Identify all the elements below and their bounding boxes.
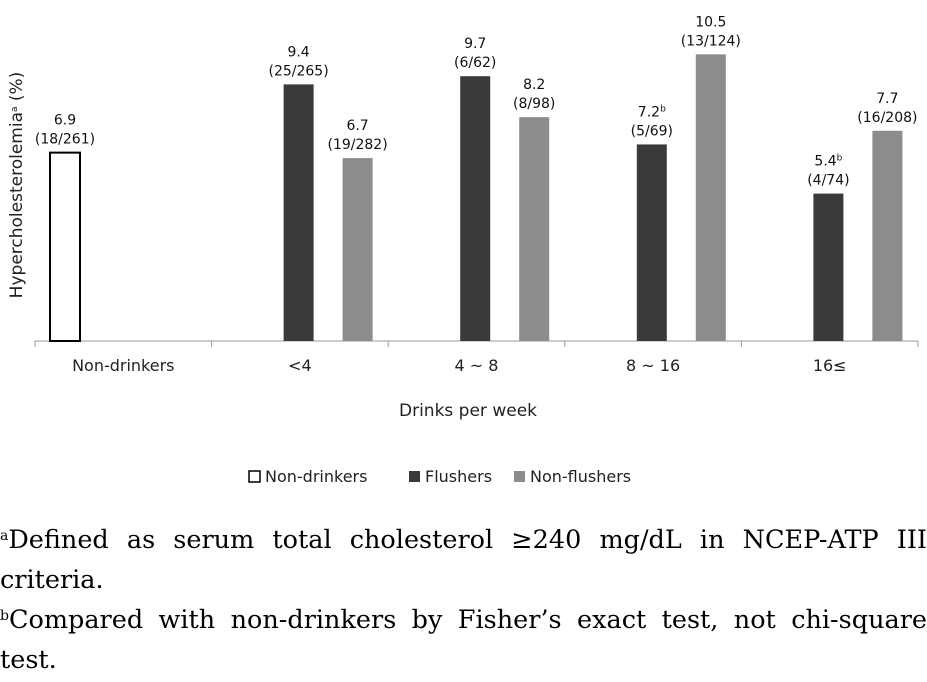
data-label: 5.4b [814, 154, 842, 170]
data-label: 9.7 [464, 36, 486, 52]
bar [49, 151, 81, 342]
footnote-a: aDefined as serum total cholesterol ≥240… [0, 520, 927, 600]
bar [813, 193, 844, 341]
bar [519, 117, 550, 341]
bar [460, 76, 491, 341]
data-label: 9.4 [287, 44, 309, 60]
legend-swatch [248, 470, 261, 483]
legend-swatch [409, 471, 420, 482]
bar [342, 158, 373, 341]
data-count-label: (5/69) [631, 123, 673, 139]
data-label: 6.9 [54, 113, 76, 129]
footnote-b-text: Compared with non-drinkers by Fisher’s e… [0, 605, 927, 675]
bar [872, 130, 903, 341]
footnotes: aDefined as serum total cholesterol ≥240… [0, 520, 927, 680]
footnote-a-text: Defined as serum total cholesterol ≥240 … [0, 525, 927, 595]
data-count-label: (6/62) [454, 55, 496, 71]
data-count-label: (8/98) [513, 96, 555, 112]
x-tick-label: Non-drinkers [72, 356, 174, 375]
data-count-label: (16/208) [857, 110, 917, 126]
legend-label: Non-flushers [530, 467, 631, 486]
data-count-label: (19/282) [328, 137, 388, 153]
data-count-label: (4/74) [807, 173, 849, 189]
data-label: 7.2b [638, 104, 666, 120]
x-tick-label: 16≤ [813, 356, 847, 375]
data-label: 8.2 [523, 77, 545, 93]
bar-chart: Non-drinkers <4 4 ~ 8 8 ~ 16 16≤ 6.9 (18/261) 9… [7, 14, 919, 486]
data-count-label: (18/261) [35, 132, 95, 148]
legend-label: Flushers [425, 467, 492, 486]
legend-label: Non-drinkers [265, 467, 367, 486]
data-count-label: (25/265) [269, 63, 329, 79]
y-axis-title: Hypercholesterolemiaa (%) [7, 72, 27, 299]
footnote-a-mark: a [0, 528, 9, 544]
data-label: 7.7 [876, 91, 898, 107]
bar [636, 144, 667, 341]
bar [283, 84, 314, 341]
data-count-label: (13/124) [681, 33, 741, 49]
chart-area: Non-drinkers <4 4 ~ 8 8 ~ 16 16≤ 6.9 (18/261) 9… [7, 14, 919, 486]
footnote-b: bCompared with non-drinkers by Fisher’s … [0, 600, 927, 680]
x-tick-label: 4 ~ 8 [455, 356, 499, 375]
x-axis-title: Drinks per week [399, 401, 537, 421]
legend-swatch [514, 471, 525, 482]
bar [695, 54, 726, 341]
x-tick-label: <4 [288, 356, 312, 375]
footnote-b-mark: b [0, 608, 9, 624]
data-label: 6.7 [346, 118, 368, 134]
data-label: 10.5 [695, 14, 726, 30]
x-tick-label: 8 ~ 16 [626, 356, 680, 375]
